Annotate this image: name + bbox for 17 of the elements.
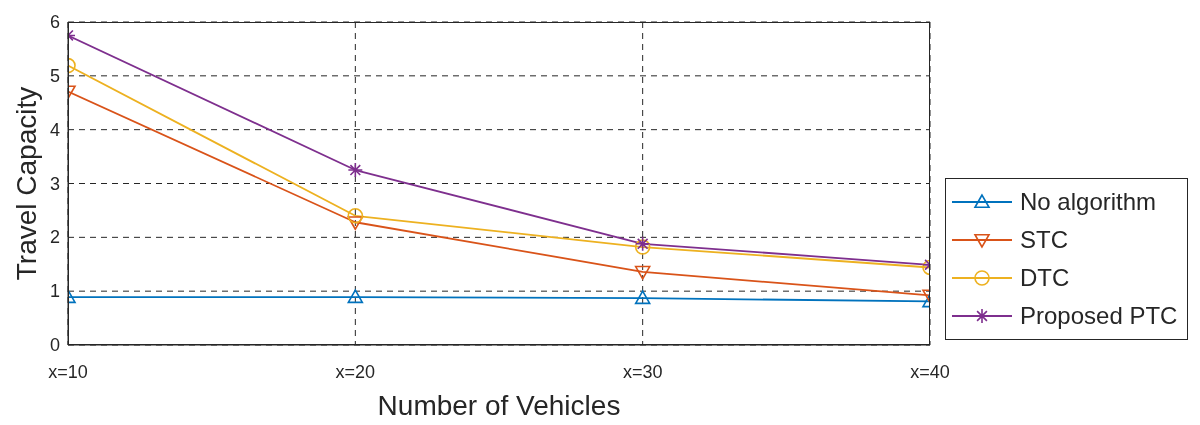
y-tick-label: 5 (49, 65, 60, 86)
x-tick-label: x=20 (335, 361, 376, 382)
y-tick-label: 4 (49, 119, 60, 140)
y-tick-label: 1 (49, 281, 60, 302)
legend-label: DTC (1020, 264, 1070, 292)
x-tick-label: x=40 (910, 361, 950, 382)
y-tick-label: 2 (49, 227, 60, 248)
legend-label: No algorithm (1020, 188, 1157, 216)
x-axis-title: Number of Vehicles (377, 390, 621, 421)
y-tick-label: 3 (49, 173, 60, 194)
legend-label: Proposed PTC (1020, 302, 1178, 330)
y-axis-title: Travel Capacity (10, 86, 42, 281)
y-tick-label: 0 (49, 335, 60, 355)
y-tick-label: 6 (49, 12, 60, 32)
x-tick-label: x=30 (622, 361, 663, 382)
legend-label: STC (1020, 226, 1068, 254)
x-tick-label: x=10 (48, 361, 88, 382)
